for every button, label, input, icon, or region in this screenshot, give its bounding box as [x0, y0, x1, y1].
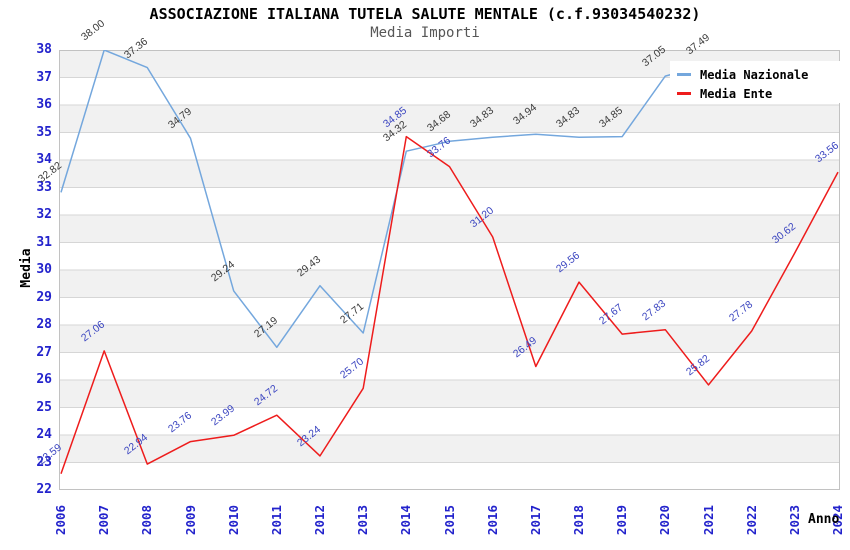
legend-item-media-nazionale: Media Nazionale — [677, 65, 842, 84]
background-band — [59, 435, 840, 463]
background-band — [59, 160, 840, 188]
y-tick-label: 38 — [36, 42, 52, 57]
background-band — [59, 105, 840, 133]
y-tick-label: 31 — [36, 234, 52, 250]
y-tick-label: 29 — [36, 289, 52, 305]
x-tick-label: 2021 — [700, 504, 716, 536]
x-tick-label: 2011 — [268, 504, 284, 536]
y-tick-label: 33 — [36, 179, 52, 195]
plot-border — [59, 50, 840, 490]
x-tick-label: 2012 — [312, 504, 327, 536]
y-tick-label: 22 — [36, 482, 52, 497]
x-tick-label: 2009 — [182, 504, 198, 536]
plot-area — [59, 50, 840, 490]
y-tick-label: 25 — [36, 399, 52, 415]
y-tick-label: 24 — [36, 427, 52, 442]
background-band — [59, 325, 840, 353]
x-axis-title: Anno — [808, 512, 840, 527]
y-tick-label: 28 — [36, 317, 52, 332]
chart-subtitle: Media Importi — [370, 25, 480, 41]
legend: Media Nazionale Media Ente — [670, 61, 842, 103]
x-tick-label: 2023 — [786, 504, 802, 536]
legend-label: Media Ente — [700, 86, 773, 101]
series-line-media-nazionale — [60, 50, 709, 349]
x-tick-label: 2020 — [657, 504, 673, 536]
y-axis-title: Media — [19, 248, 34, 288]
x-tick-label: 2015 — [441, 504, 457, 536]
x-tick-label: 2014 — [398, 504, 414, 536]
y-tick-label: 34 — [36, 152, 52, 167]
legend-item-media-ente: Media Ente — [677, 84, 842, 103]
series-line-media-ente — [60, 135, 839, 475]
background-band — [59, 380, 840, 408]
legend-label: Media Nazionale — [700, 67, 809, 82]
y-tick-label: 27 — [36, 344, 52, 360]
chart-canvas — [59, 50, 840, 490]
y-tick-label: 30 — [36, 262, 52, 277]
x-tick-label: 2006 — [53, 504, 68, 536]
y-tick-label: 32 — [36, 207, 52, 222]
legend-line-swatch-red — [677, 92, 691, 95]
y-tick-label: 37 — [36, 69, 52, 85]
x-tick-label: 2022 — [743, 504, 759, 536]
x-tick-label: 2007 — [96, 504, 112, 536]
y-tick-label: 23 — [36, 454, 52, 470]
y-tick-label: 36 — [36, 97, 52, 112]
x-tick-label: 2017 — [527, 504, 543, 536]
chart-title: ASSOCIAZIONE ITALIANA TUTELA SALUTE MENT… — [149, 5, 701, 23]
x-tick-label: 2019 — [614, 504, 630, 536]
x-tick-label: 2010 — [225, 504, 241, 536]
x-tick-label: 2008 — [139, 504, 155, 536]
background-band — [59, 270, 840, 298]
y-tick-label: 35 — [36, 124, 52, 140]
x-tick-label: 2013 — [355, 504, 371, 536]
x-tick-label: 2018 — [571, 504, 586, 536]
background-band — [59, 215, 840, 243]
x-tick-label: 2016 — [484, 504, 500, 536]
y-tick-label: 26 — [36, 372, 52, 387]
legend-line-swatch-blue — [677, 73, 691, 76]
